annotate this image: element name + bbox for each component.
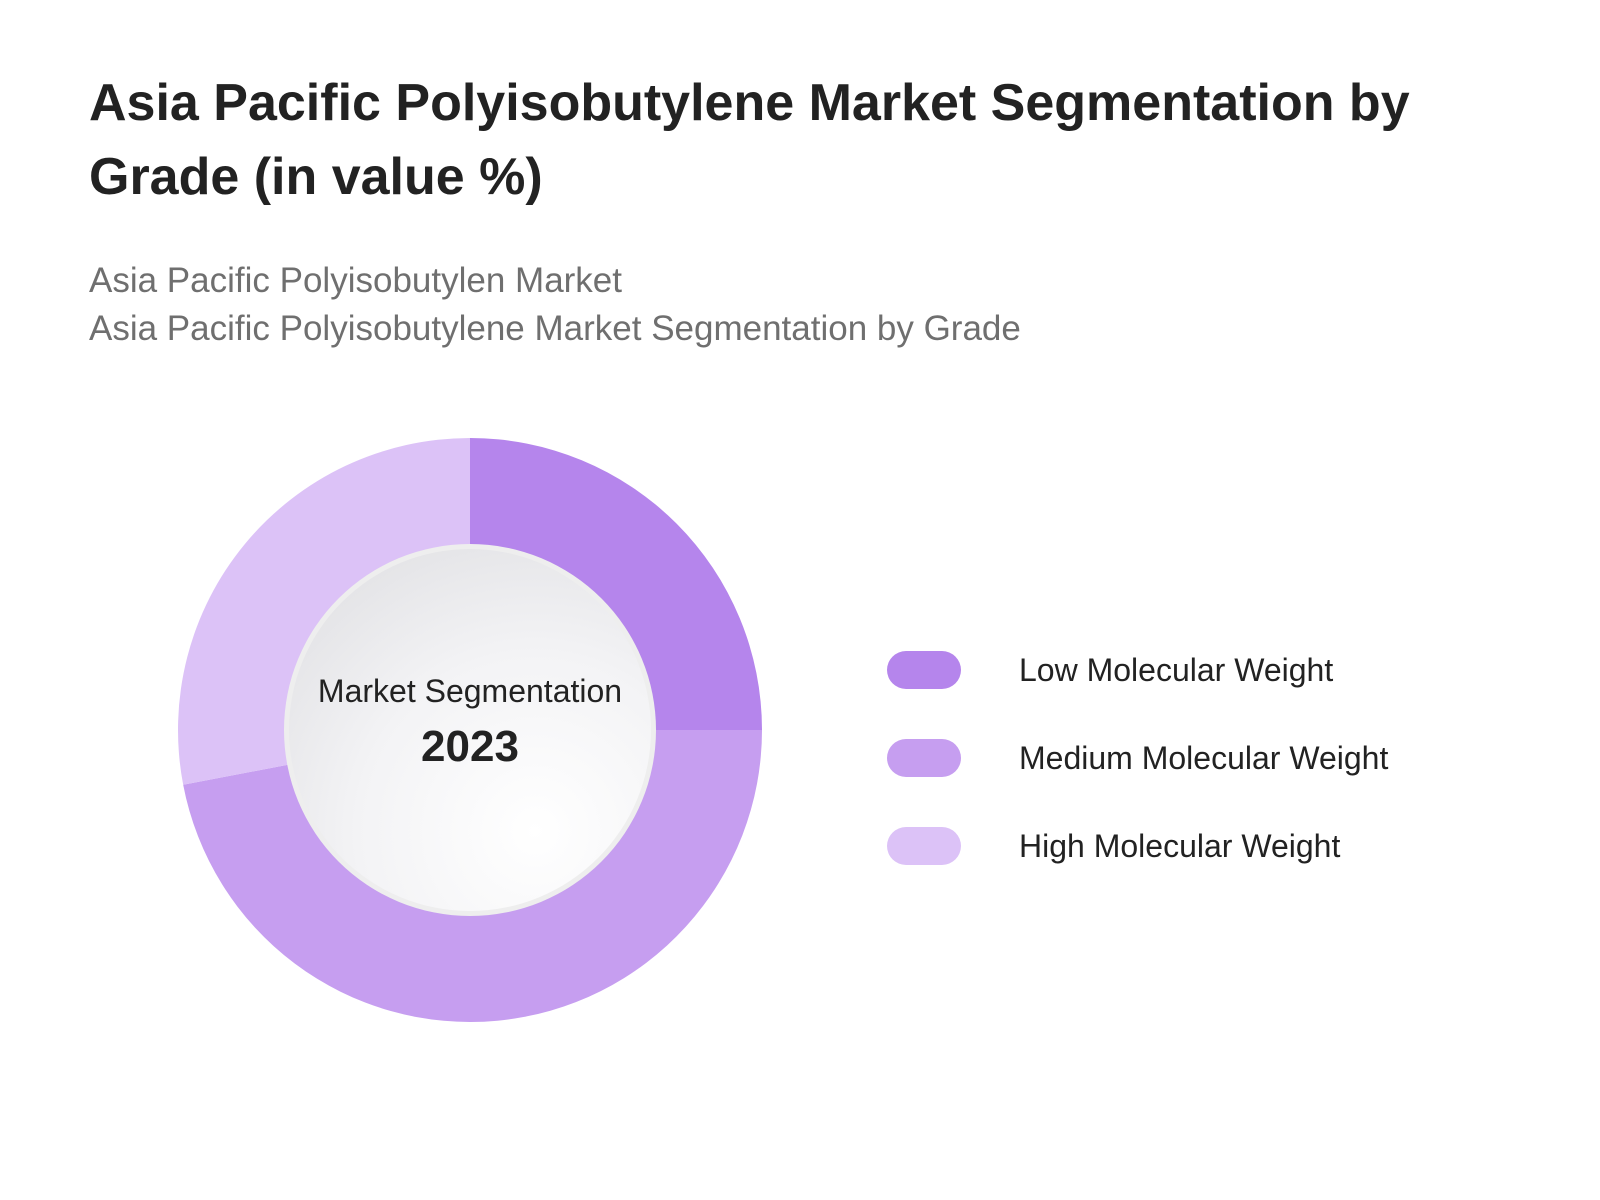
legend-label-low: Low Molecular Weight — [1019, 651, 1334, 688]
chart-legend: Low Molecular Weight Medium Molecular We… — [887, 626, 1388, 890]
center-label-text: Market Segmentation — [317, 672, 623, 709]
donut-slice-low — [470, 438, 762, 730]
donut-center-disc — [289, 549, 651, 911]
donut-chart — [177, 438, 762, 1022]
legend-label-high: High Molecular Weight — [1019, 827, 1341, 864]
legend-item-medium: Medium Molecular Weight — [887, 714, 1388, 802]
subtitle-line-market: Asia Pacific Polyisobutylen Market — [89, 261, 622, 300]
donut-slice-high — [177, 438, 470, 785]
donut-center-label: Market Segmentation 2023 — [293, 545, 647, 909]
legend-swatch-high — [887, 827, 961, 865]
subtitle-line-segmentation: Asia Pacific Polyisobutylene Market Segm… — [89, 309, 1021, 348]
legend-item-low: Low Molecular Weight — [887, 626, 1388, 714]
legend-swatch-medium — [887, 739, 961, 777]
legend-swatch-low — [887, 651, 961, 689]
chart-subtitle: Asia Pacific Polyisobutylen Market Asia … — [89, 257, 1021, 353]
legend-label-medium: Medium Molecular Weight — [1019, 739, 1389, 776]
center-label-year: 2023 — [421, 721, 519, 771]
chart-title: Asia Pacific Polyisobutylene Market Segm… — [89, 74, 1410, 206]
legend-item-high: High Molecular Weight — [887, 802, 1388, 890]
